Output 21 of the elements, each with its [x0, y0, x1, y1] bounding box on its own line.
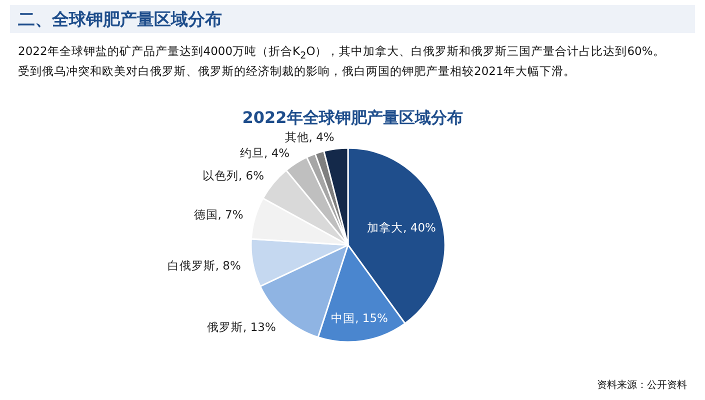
- text: 受到俄乌冲突和欧美对白俄罗斯、俄罗斯的经济制裁的影响，俄白两国的钾肥产量相较2021年大幅下滑。: [18, 64, 576, 79]
- slice-label: 以色列: [202, 168, 238, 183]
- data-label: , 13%: [243, 320, 276, 334]
- chart-subtitle: 二、全球钾肥产量区域分布: [18, 9, 222, 31]
- data-label: , 8%: [215, 258, 241, 272]
- slice-label: 其他: [284, 130, 309, 144]
- slice-label: 加拿大: [367, 220, 404, 235]
- text: 2022年全球钾盐的矿产品产量达到4000万吨（折合K$_{2}$O），其中加拿大、白俄罗斯和俄罗斯三国产量合计占比达到60%。: [18, 44, 665, 62]
- slice-label: 中国: [331, 310, 356, 325]
- slice-label: 白俄罗斯: [167, 258, 216, 272]
- text: 资料来源：公开资料: [597, 378, 687, 392]
- data-label: , 15%: [355, 310, 388, 325]
- data-label: , 7%: [218, 208, 244, 222]
- slice-label: 德国: [194, 208, 218, 222]
- data-label: , 4%: [308, 130, 334, 144]
- chart-title: 2022年全球钾肥产量区域分布: [241, 108, 464, 129]
- slice-label: 俄罗斯: [207, 320, 244, 334]
- data-label: , 6%: [238, 168, 264, 183]
- data-label: , 40%: [403, 220, 436, 235]
- data-label: , 4%: [264, 146, 290, 160]
- slice-label: 约旦: [240, 146, 264, 160]
